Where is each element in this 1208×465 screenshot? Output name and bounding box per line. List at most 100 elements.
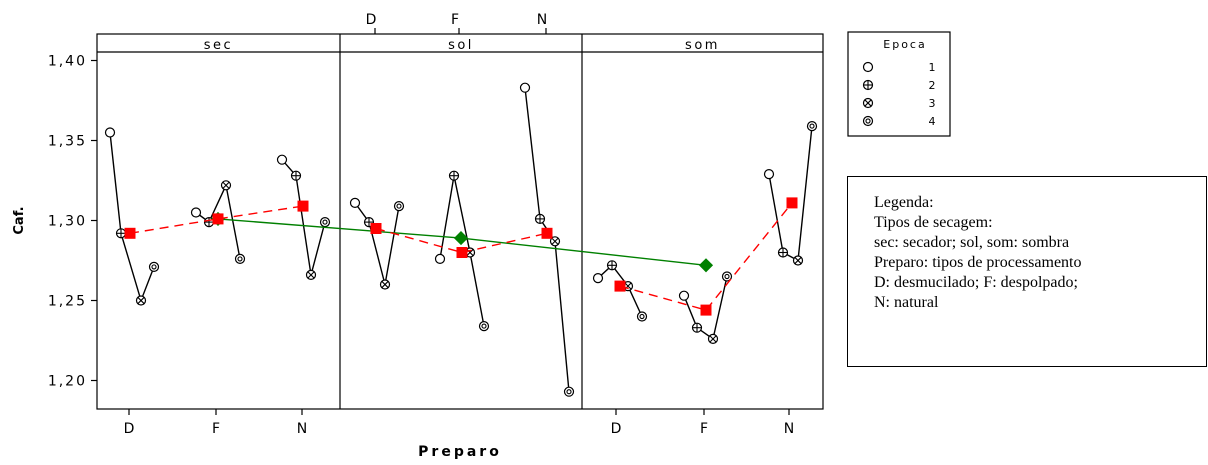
- epoch-point-inner: [639, 313, 645, 320]
- epoch-point: [806, 120, 818, 132]
- epoch-point-ring: [148, 261, 160, 272]
- epoch-point-inner: [809, 123, 815, 129]
- epoch-point-d2: [466, 248, 474, 257]
- epoch-point-ring: [276, 154, 288, 165]
- x-tick-label: F: [700, 421, 708, 437]
- top-x-tick-label: N: [537, 12, 547, 28]
- epoch-point: [135, 295, 147, 306]
- epoch-point: [220, 180, 232, 191]
- epoch-legend-title: Epoca: [883, 38, 926, 51]
- preparo-mean-line: [619, 202, 793, 311]
- epoch-point-d2: [551, 237, 559, 245]
- panel-strip-label: som: [685, 38, 720, 53]
- epoch-legend-label: 2: [929, 79, 936, 92]
- epoch-series-line: [354, 202, 400, 285]
- epoch-point: [349, 197, 361, 208]
- circle-x-icon-d2: [864, 99, 872, 107]
- top-x-tick-label: F: [451, 12, 459, 28]
- epoch-point-inner: [724, 273, 730, 280]
- epoch-point-ring: [234, 253, 246, 264]
- y-tick-label: 1,20: [48, 374, 87, 390]
- circle-plus-icon: [862, 79, 874, 91]
- epoch-point-d2: [381, 280, 389, 289]
- preparo-mean-point: [297, 200, 309, 212]
- epoch-point: [379, 279, 391, 290]
- epoch-point: [190, 207, 202, 218]
- note-line: D: desmucilado; F: despolpado;: [874, 274, 1078, 291]
- preparo-mean-point: [786, 197, 798, 209]
- epoch-point: [563, 386, 575, 397]
- legend-note-box: Legenda: Tipos de secagem: sec: secador;…: [847, 176, 1207, 367]
- epoch-point: [148, 261, 160, 272]
- circle-dot-icon-inner: [865, 118, 871, 124]
- epoch-legend-label: 3: [929, 97, 936, 110]
- preparo-mean-point: [370, 223, 382, 234]
- epoch-series-line: [768, 126, 813, 262]
- y-tick-label: 1,40: [48, 54, 87, 70]
- epoch-point: [305, 269, 317, 280]
- epoch-point: [434, 253, 446, 264]
- epoch-point-ring: [592, 273, 604, 284]
- epoch-point-inner: [151, 264, 157, 270]
- epoch-point: [234, 253, 246, 264]
- epoch-series-line: [109, 132, 155, 303]
- epoch-point-d2: [794, 256, 802, 265]
- epoch-point: [519, 82, 531, 93]
- y-tick-label: 1,25: [48, 294, 87, 310]
- note-line: Legenda:: [874, 194, 934, 211]
- individual-markers-group: [104, 82, 818, 397]
- note-line: sec: secador; sol, som: sombra: [874, 234, 1070, 251]
- x-tick-label: D: [611, 421, 622, 437]
- epoch-series-line: [597, 264, 643, 317]
- note-line: N: natural: [874, 294, 939, 311]
- circle-dot-icon: [862, 115, 874, 127]
- epoch-point-ring: [519, 82, 531, 93]
- note-line: Tipos de secagem:: [874, 214, 993, 231]
- epoch-point-ring: [678, 290, 690, 301]
- panel-strip-label: sol: [448, 38, 474, 53]
- epoch-point-inner: [322, 219, 328, 225]
- epoch-point-ring: [636, 311, 648, 322]
- epoch-series-line: [439, 175, 485, 327]
- epoch-point: [549, 236, 561, 247]
- circle-icon: [862, 61, 874, 73]
- epoch-point-ring: [721, 271, 733, 282]
- y-axis-label: Caf.: [12, 206, 27, 234]
- epoch-point-ring: [319, 217, 331, 228]
- epoch-point-ring: [104, 127, 116, 138]
- epoch-point: [115, 228, 127, 239]
- epoch-series-line: [683, 276, 728, 341]
- epoch-point-ring: [478, 321, 490, 332]
- preparo-mean-point: [614, 280, 626, 292]
- x-tick-label: D: [124, 421, 135, 437]
- epoch-point: [534, 213, 546, 224]
- epoch-point: [478, 321, 490, 332]
- epoch-point-ring: [349, 197, 361, 208]
- epoch-point: [763, 169, 775, 180]
- preparo-mean-point: [700, 304, 712, 316]
- epoch-series-line: [195, 183, 241, 260]
- epoch-point: [691, 322, 703, 333]
- x-tick-label: N: [297, 421, 307, 437]
- epoch-point: [636, 311, 648, 322]
- epoch-series-line: [281, 159, 326, 276]
- circle-dot-icon-ring: [862, 115, 874, 127]
- y-tick-label: 1,35: [48, 134, 87, 150]
- epoch-point-ring: [393, 201, 405, 212]
- preparo-mean-point: [124, 227, 136, 239]
- epoch-point: [606, 260, 618, 271]
- epoch-point: [319, 217, 331, 228]
- epoch-point: [721, 271, 733, 282]
- epoch-point: [393, 201, 405, 212]
- epoch-point-d2: [307, 271, 315, 279]
- epoch-point-inner: [566, 389, 572, 395]
- top-x-tick-label: D: [366, 12, 377, 28]
- epoch-legend-label: 1: [929, 61, 936, 74]
- epoch-point-d2: [137, 296, 145, 305]
- epoch-point: [777, 247, 789, 258]
- x-tick-label: F: [212, 421, 220, 437]
- circle-icon-ring: [862, 61, 874, 73]
- epoch-point-ring: [434, 253, 446, 264]
- epoch-point-inner: [237, 256, 243, 262]
